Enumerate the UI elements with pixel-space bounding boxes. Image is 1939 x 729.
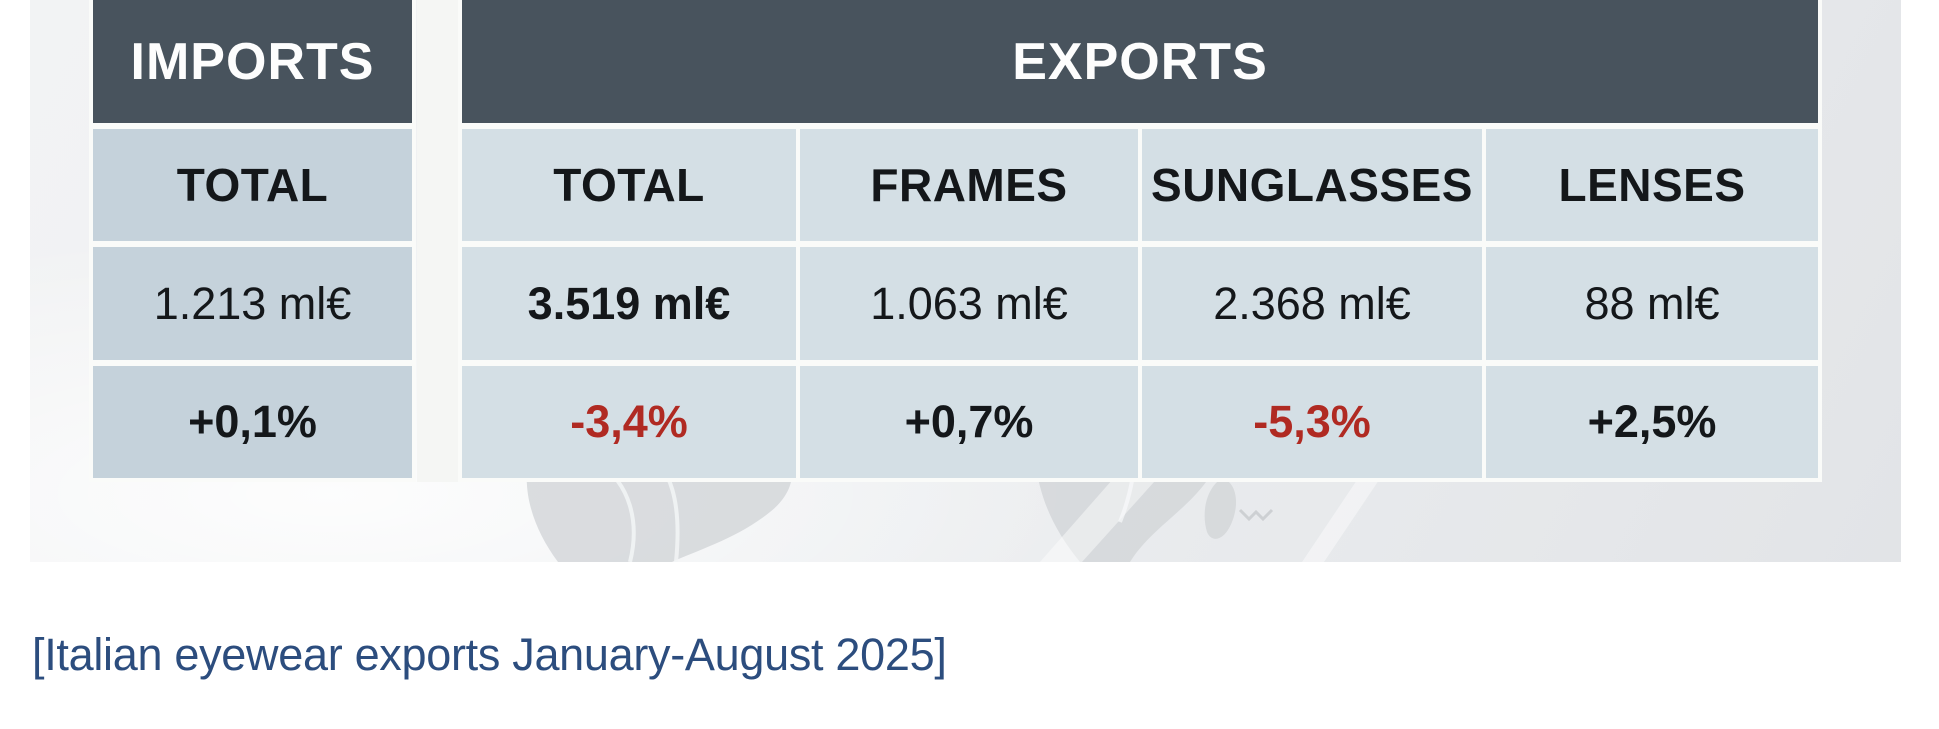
exports-total-change: -3,4%	[462, 366, 796, 478]
islands-mark	[1238, 508, 1274, 522]
exports-lenses-value: 88 ml€	[1486, 247, 1818, 360]
exports-frames-value: 1.063 ml€	[800, 247, 1138, 360]
exports-frames-change: +0,7%	[800, 366, 1138, 478]
exports-col-lenses-label: LENSES	[1486, 129, 1818, 241]
madagascar-shape	[1204, 478, 1237, 539]
imports-header: IMPORTS	[93, 0, 412, 123]
exports-sunglasses-change: -5,3%	[1142, 366, 1482, 478]
exports-header: EXPORTS	[462, 0, 1818, 123]
exports-col-sunglasses-label: SUNGLASSES	[1142, 129, 1482, 241]
imports-total-value: 1.213 ml€	[93, 247, 412, 360]
figure-caption: [Italian eyewear exports January-August …	[32, 629, 947, 680]
infographic-slide: IMPORTS TOTAL 1.213 ml€ +0,1% EXPORTS TO…	[30, 0, 1901, 562]
exports-sunglasses-value: 2.368 ml€	[1142, 247, 1482, 360]
exports-total-value: 3.519 ml€	[462, 247, 796, 360]
imports-total-change: +0,1%	[93, 366, 412, 478]
imports-table: IMPORTS TOTAL 1.213 ml€ +0,1%	[89, 0, 416, 482]
exports-col-frames-label: FRAMES	[800, 129, 1138, 241]
imports-col-total-label: TOTAL	[93, 129, 412, 241]
exports-col-total-label: TOTAL	[462, 129, 796, 241]
exports-lenses-change: +2,5%	[1486, 366, 1818, 478]
exports-table: EXPORTS TOTAL FRAMES SUNGLASSES LENSES 3…	[458, 0, 1822, 482]
table-gap	[417, 0, 462, 482]
